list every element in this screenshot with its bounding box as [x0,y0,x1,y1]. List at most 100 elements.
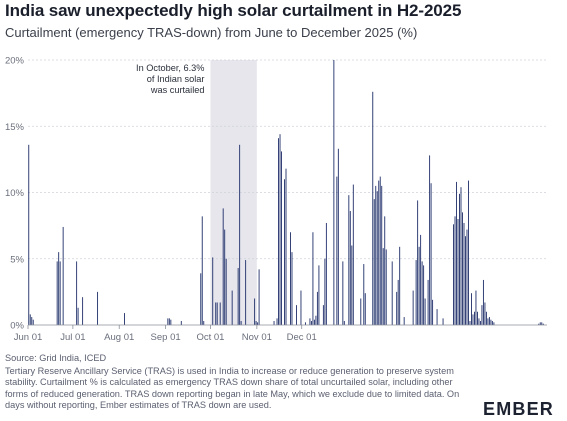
source-note: Source: Grid India, ICED [5,353,107,363]
bar [290,232,291,325]
bar [415,260,417,325]
bar [412,290,414,325]
gridlines [28,59,547,260]
bar [424,298,426,325]
bar [462,212,463,326]
bar [491,321,493,325]
bar [322,305,324,326]
methodology-note: Tertiary Reserve Ancillary Service (TRAS… [5,366,460,410]
x-tick-label: Aug 01 [104,332,134,343]
bar [97,291,99,326]
bar [385,249,387,325]
bar [363,264,365,325]
bar [423,265,425,326]
bar [168,318,170,326]
bar [310,321,312,325]
y-tick-label: 15% [5,122,25,133]
bar [396,291,398,326]
y-tick-label: 10% [5,188,25,199]
ember-logo: EMBER [483,399,555,419]
bar [432,299,434,325]
bar [167,318,169,326]
bar [490,319,492,325]
bar [351,245,353,325]
bar [255,321,257,325]
bar [465,236,466,325]
bar [541,322,543,325]
bar [200,273,202,325]
bar [403,317,405,325]
bar [276,318,278,326]
x-tick-label: Oct 01 [196,332,224,343]
x-tick-label: Sep 01 [151,332,181,343]
bar [538,323,540,325]
bar [399,246,401,325]
bar [391,261,393,325]
bar [237,268,239,325]
bar [281,151,282,325]
bar [180,321,182,325]
bar [312,232,314,325]
bar [325,222,327,325]
bar [225,258,227,325]
bar [349,211,351,325]
y-tick-label: 20% [5,56,25,67]
bar [427,279,429,325]
bar [472,314,474,325]
bar [201,216,203,325]
bar [304,322,306,325]
bar [539,322,541,325]
bar [216,302,218,325]
bar [466,229,468,325]
bar [459,193,460,325]
bar [429,155,431,325]
bar [62,226,64,325]
bar [296,305,297,326]
bar [376,191,378,325]
bar [222,208,224,325]
bar [481,305,483,326]
x-axis-ticks: Jun 01 Jul 01 Aug 01 Sep 01 Oct 01 Nov 01 Dec … [14,325,317,343]
chart-title: India saw unexpectedly high solar curtai… [5,1,462,20]
bar [333,60,335,325]
bar [219,302,221,325]
bar [124,313,125,325]
bar [364,293,366,325]
bar [170,319,172,325]
bar [379,176,381,325]
bar [284,179,285,325]
bar [436,309,438,325]
bar [384,216,386,325]
bar [77,307,79,325]
annotation-line: In October, 6.3% [136,63,204,73]
bar [343,321,345,325]
x-tick-label: Dec 01 [287,332,317,343]
bar [291,252,293,326]
bar [418,246,420,325]
bar [469,321,471,325]
bar [58,252,60,326]
bar [478,318,480,326]
bar [453,224,454,325]
bar [82,297,84,325]
bar [474,311,475,325]
bar [430,183,432,325]
bar [463,222,465,325]
bar [203,321,205,325]
bar [456,181,457,325]
bar [254,298,256,325]
bar [28,144,30,325]
bar [309,318,311,326]
bar [471,293,472,325]
annotation-line: of Indian solar [147,74,205,84]
y-tick-label: 0% [10,321,24,332]
bar [542,323,544,325]
bar [231,290,233,325]
bar [460,187,462,325]
bar [285,168,287,325]
bar [224,229,226,325]
bar [373,199,375,326]
bar [76,261,78,325]
bar [316,291,318,326]
bar [397,279,399,325]
